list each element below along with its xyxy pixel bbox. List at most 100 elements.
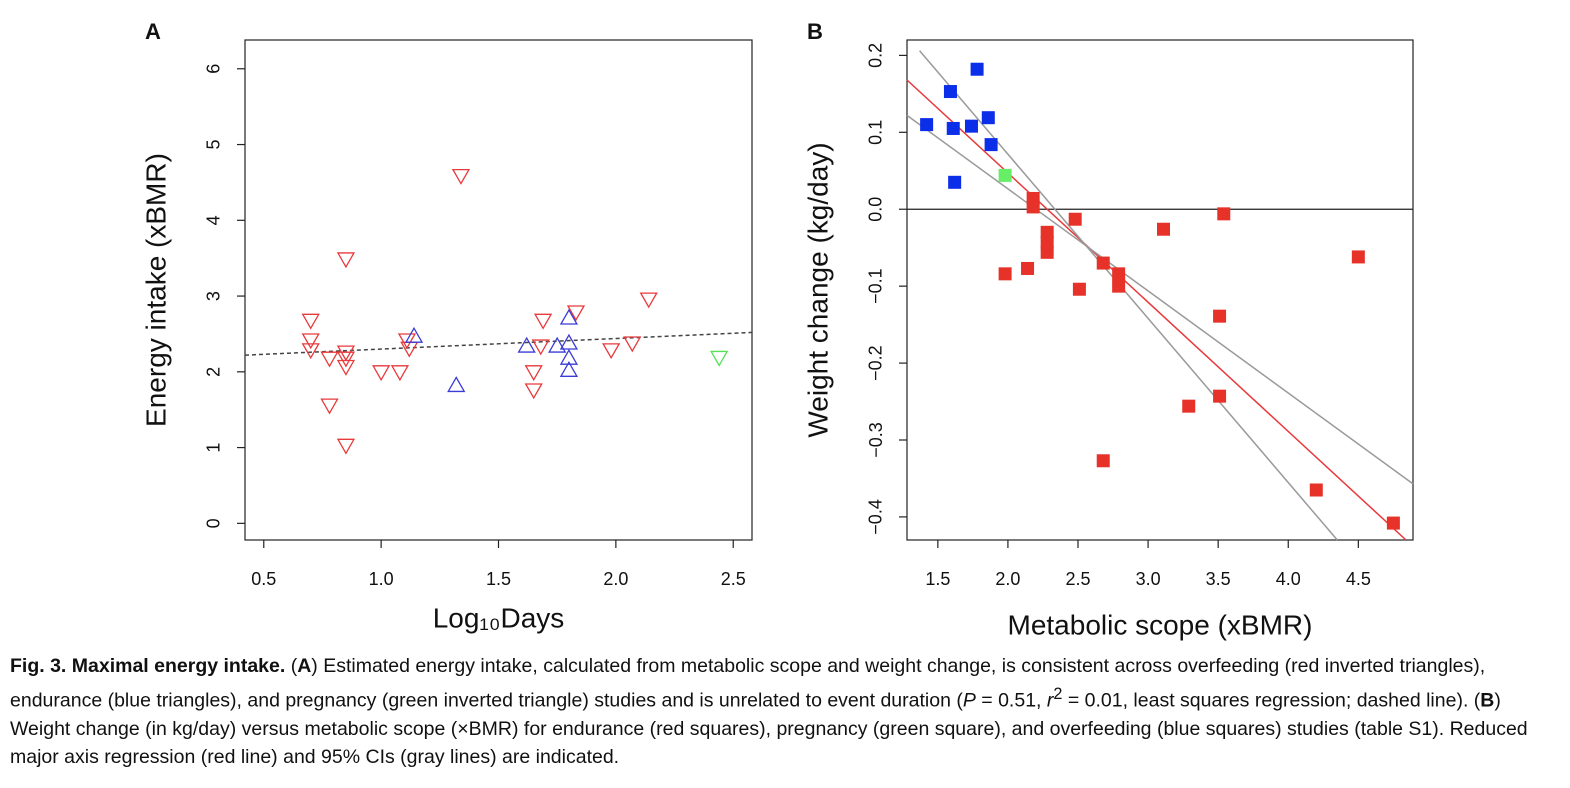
- x-tick-label: 2.0: [603, 569, 628, 589]
- y-tick-label: −0.2: [866, 345, 886, 381]
- y-axis-label: Weight change (kg/day): [802, 142, 833, 437]
- data-point: [372, 365, 391, 382]
- data-point: [1026, 200, 1040, 214]
- y-tick-label: 0.0: [866, 197, 886, 222]
- caption-text: (: [285, 655, 298, 677]
- data-point: [1213, 309, 1227, 323]
- y-tick-label: 5: [204, 140, 224, 150]
- x-tick-label: 1.5: [486, 569, 511, 589]
- data-point: [948, 175, 962, 189]
- y-tick-label: −0.1: [866, 268, 886, 304]
- data-point: [1351, 250, 1365, 264]
- data-point: [559, 360, 579, 377]
- y-tick-label: 3: [204, 291, 224, 301]
- data-point: [451, 168, 471, 185]
- x-tick-label: 2.5: [1065, 569, 1090, 589]
- plot-box: [244, 39, 753, 541]
- data-point: [524, 365, 543, 382]
- data-point: [559, 333, 579, 350]
- panel-label: A: [145, 19, 161, 44]
- regression-line: [919, 50, 1338, 541]
- x-tick-label: 2.0: [995, 569, 1020, 589]
- x-tick-label: 2.5: [721, 569, 746, 589]
- data-point: [1040, 235, 1054, 249]
- caption-text: r: [1046, 689, 1054, 712]
- caption-text: B: [1480, 689, 1495, 712]
- x-tick-label: 1.0: [369, 569, 394, 589]
- data-point: [336, 438, 356, 455]
- data-point: [1040, 225, 1054, 239]
- data-point: [533, 313, 553, 330]
- data-point: [1072, 282, 1086, 296]
- y-tick-label: −0.4: [866, 499, 886, 535]
- x-axis-label: Log₁₀Days: [433, 602, 565, 633]
- caption-text: ) Weight change (in kg/day) versus metab…: [10, 689, 1528, 768]
- data-point: [531, 339, 550, 356]
- data-point: [970, 62, 984, 76]
- y-tick-label: 0.1: [866, 120, 886, 145]
- x-tick-label: 3.5: [1206, 569, 1231, 589]
- data-point: [397, 333, 417, 350]
- data-point: [320, 398, 339, 415]
- caption-text: A: [297, 655, 312, 677]
- data-point: [1386, 516, 1400, 530]
- regression-line: [906, 79, 1407, 541]
- regression-line: [244, 331, 753, 356]
- data-point: [336, 351, 356, 368]
- panel-label: B: [807, 19, 823, 44]
- data-point: [517, 336, 536, 353]
- data-point: [447, 376, 466, 393]
- data-point: [320, 351, 339, 368]
- y-tick-label: 0.2: [866, 43, 886, 68]
- data-point: [1112, 267, 1126, 281]
- data-point: [566, 305, 586, 322]
- data-point: [1068, 212, 1082, 226]
- data-point: [984, 138, 998, 152]
- data-point: [336, 345, 356, 362]
- y-tick-label: 1: [204, 443, 224, 453]
- x-tick-label: 1.5: [925, 569, 950, 589]
- data-point: [1182, 399, 1196, 413]
- x-tick-label: 4.0: [1276, 569, 1301, 589]
- data-point: [946, 121, 960, 135]
- data-point: [1096, 454, 1110, 468]
- caption-text: = 0.51,: [975, 689, 1047, 712]
- plot-box: [906, 39, 1414, 541]
- data-point: [336, 359, 356, 376]
- data-point: [981, 111, 995, 125]
- data-point: [1213, 389, 1227, 403]
- data-point: [336, 252, 356, 269]
- data-point: [301, 343, 320, 360]
- data-point: [404, 326, 424, 343]
- x-tick-label: 0.5: [251, 569, 276, 589]
- data-point: [998, 267, 1012, 281]
- data-point: [559, 308, 579, 325]
- data-point: [390, 365, 410, 382]
- data-point: [301, 333, 320, 350]
- data-point: [623, 336, 642, 353]
- caption-text: Fig. 3. Maximal energy intake.: [10, 655, 286, 677]
- x-tick-label: 3.0: [1136, 569, 1161, 589]
- regression-line: [906, 114, 1414, 485]
- data-point: [710, 350, 729, 367]
- y-tick-label: −0.3: [866, 422, 886, 458]
- data-point: [1021, 261, 1035, 275]
- data-point: [1096, 256, 1110, 270]
- data-point: [602, 343, 621, 360]
- data-point: [1309, 483, 1323, 497]
- y-tick-label: 4: [204, 215, 224, 225]
- y-tick-label: 2: [204, 367, 224, 377]
- x-tick-label: 4.5: [1346, 569, 1371, 589]
- data-point: [524, 383, 543, 400]
- data-point: [1157, 222, 1171, 236]
- figure: A Energy intake (xBMR) Log₁₀Days 0 1 2 3 4 5 6 0.5…: [140, 19, 1414, 640]
- y-tick-label: 6: [204, 64, 224, 74]
- data-point: [1217, 207, 1231, 221]
- data-point: [943, 85, 957, 99]
- data-point: [639, 292, 658, 309]
- caption-text: 2: [1053, 685, 1063, 703]
- data-point: [964, 119, 978, 133]
- y-axis-label: Energy intake (xBMR): [140, 153, 171, 427]
- caption: Fig. 3. Maximal energy intake. (A) Estim…: [10, 652, 1555, 771]
